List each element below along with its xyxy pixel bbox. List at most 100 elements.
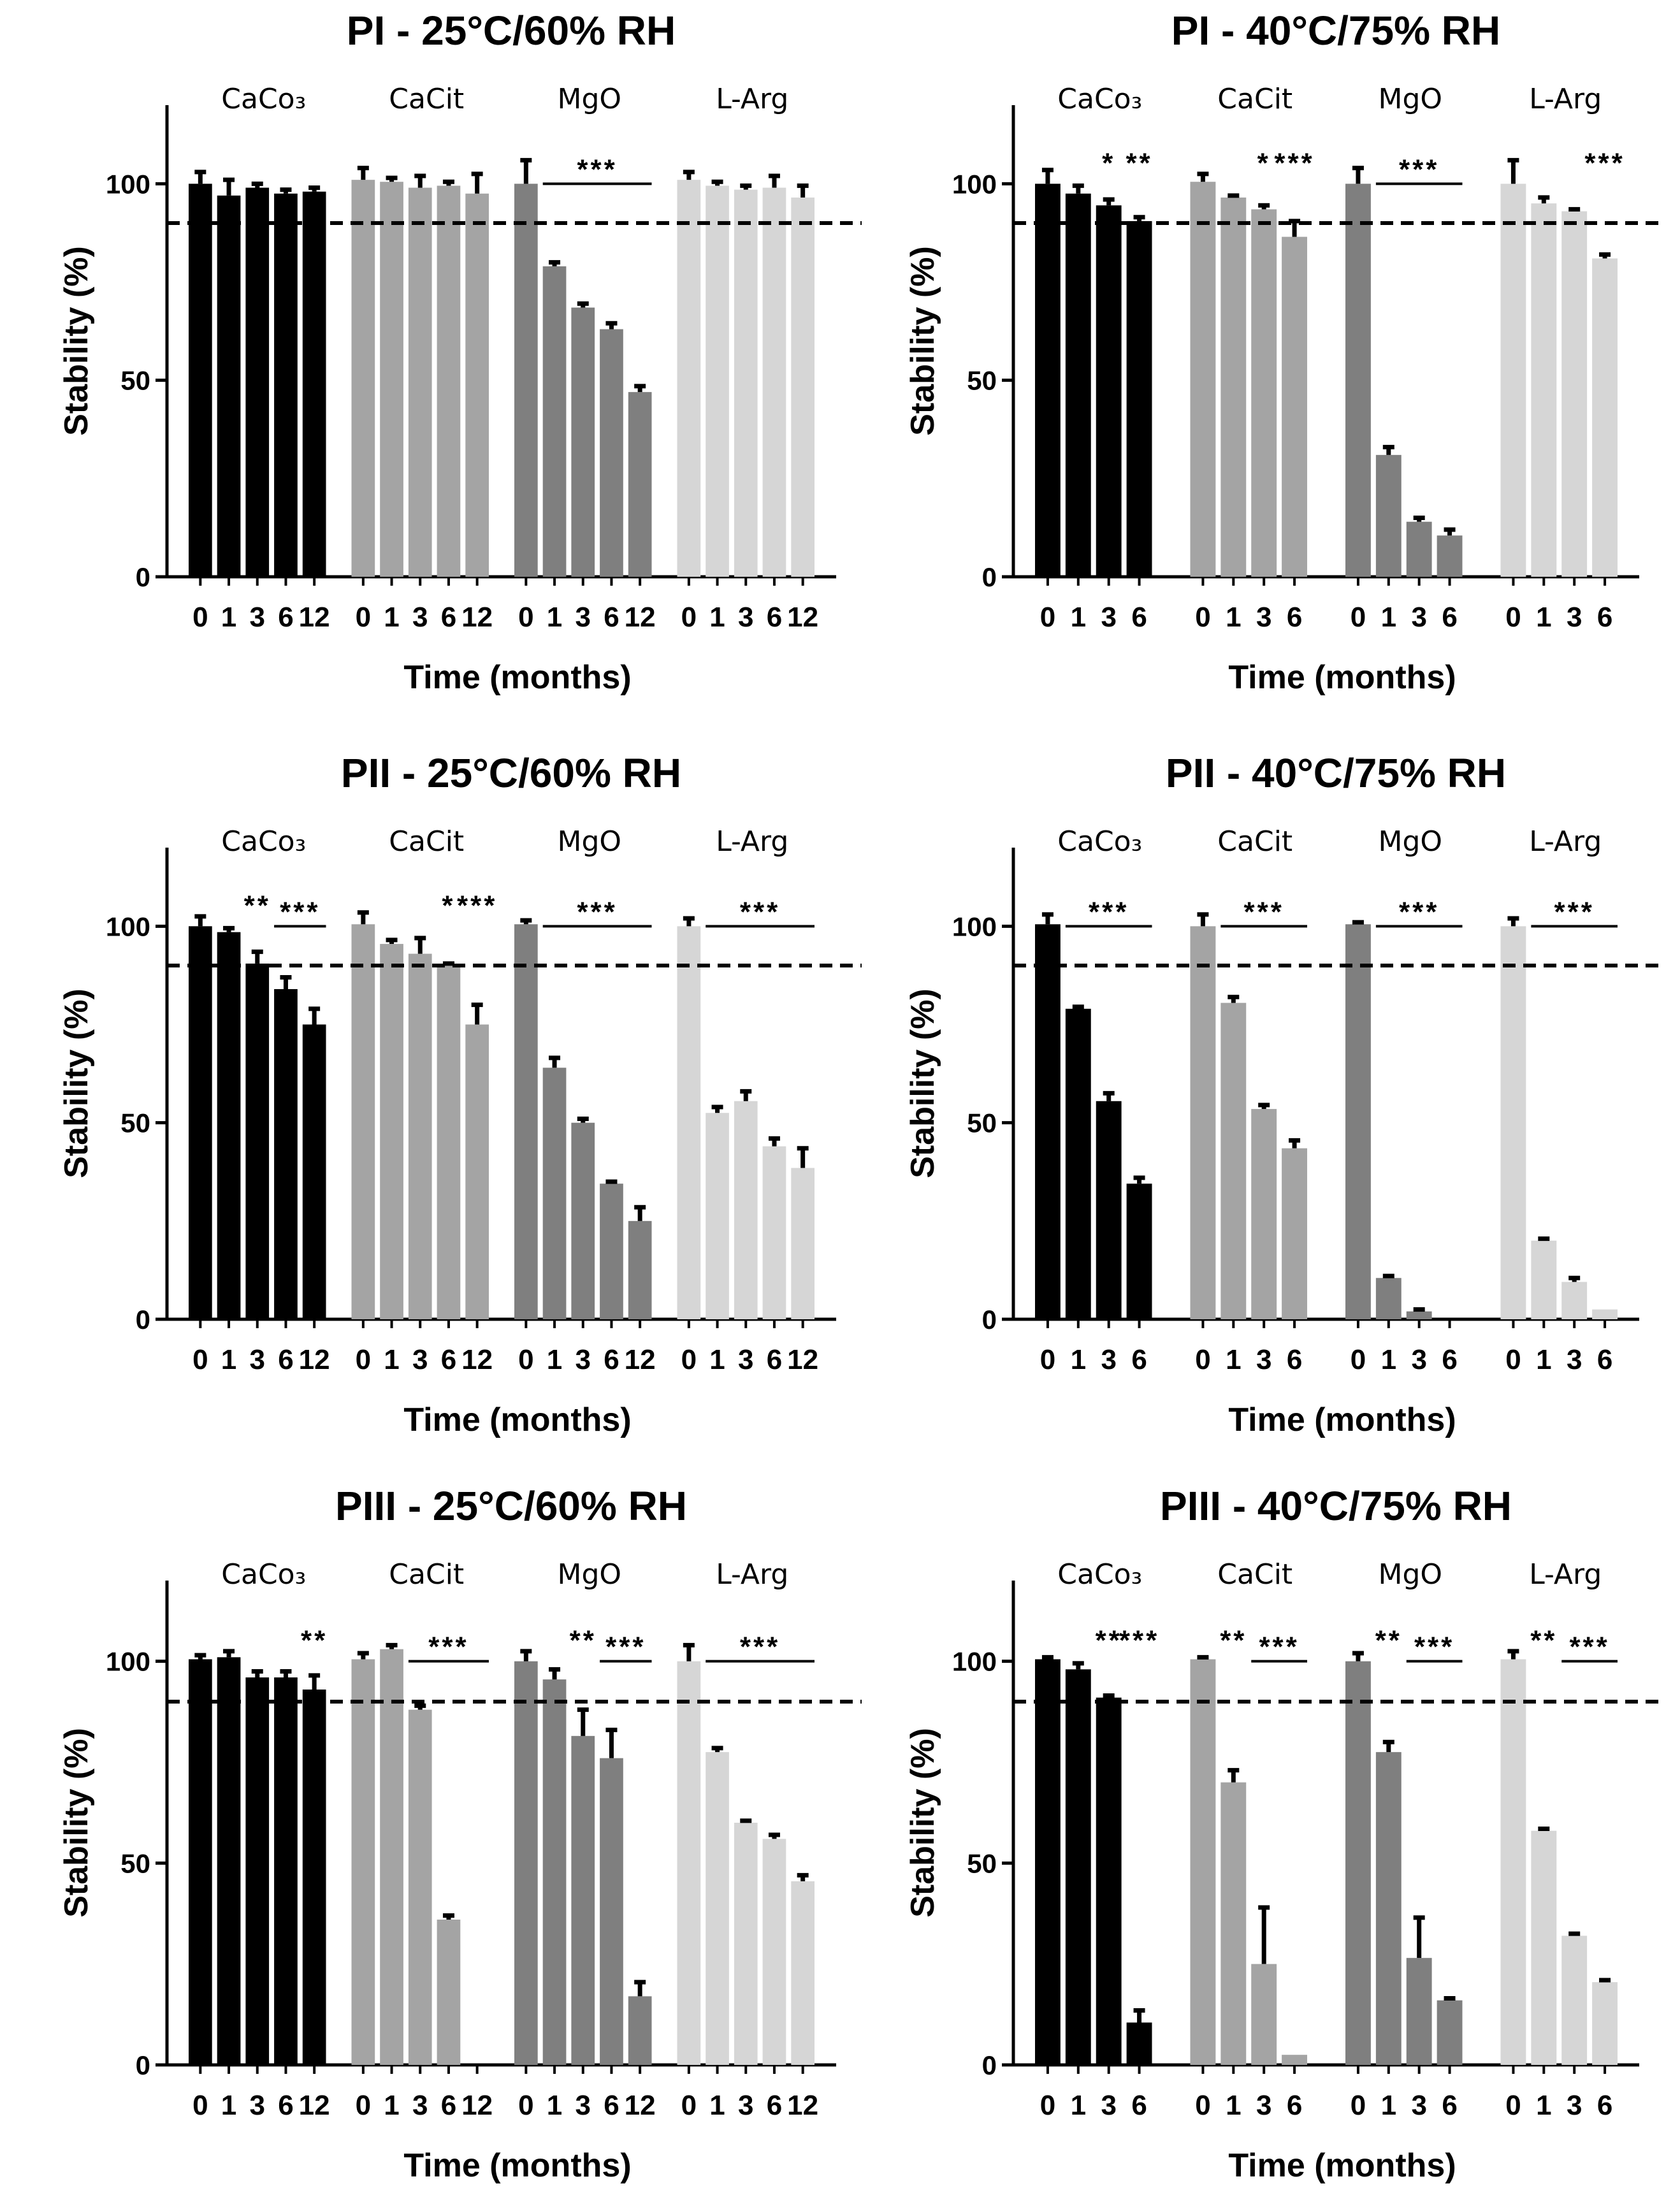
x-tick-label: 1: [1536, 602, 1551, 633]
x-tick-label: 3: [1101, 1344, 1116, 1375]
x-tick-label: 0: [1351, 2090, 1366, 2121]
group-label: CaCo₃: [221, 1558, 306, 1591]
significance-marker: ***: [740, 896, 780, 927]
bar: [408, 1709, 432, 2065]
x-axis-label: Time (months): [1228, 659, 1456, 696]
group-label: L-Arg: [1529, 83, 1602, 115]
x-tick-label: 0: [1505, 2090, 1521, 2121]
bar: [302, 1690, 326, 2065]
x-tick-label: 3: [738, 2090, 753, 2121]
bar: [1190, 182, 1216, 577]
group-label: L-Arg: [1529, 825, 1602, 858]
bar: [762, 187, 786, 577]
x-tick-label: 3: [738, 1344, 753, 1375]
significance-marker: ***: [577, 896, 617, 927]
bar: [245, 963, 270, 1319]
bar: [274, 1677, 298, 2065]
bar: [1126, 2022, 1152, 2065]
bar: [677, 926, 701, 1319]
x-tick-label: 12: [787, 1344, 818, 1375]
significance-marker: ***: [1584, 147, 1625, 178]
group-0: CaCo₃ 0 1 3 6 *****: [1035, 1558, 1159, 2121]
bar: [217, 1657, 241, 2065]
x-tick-label: 12: [625, 602, 656, 633]
x-tick-label: 6: [1131, 602, 1147, 633]
y-axis-label: Stability (%): [904, 1728, 941, 1918]
x-tick-label: 0: [518, 2090, 533, 2121]
x-tick-label: 0: [1195, 602, 1210, 633]
significance-marker: **: [1375, 1625, 1402, 1656]
group-2: MgO 0 1 3 6 12 ***: [514, 83, 656, 633]
bar: [1345, 184, 1371, 577]
group-label: MgO: [557, 825, 621, 858]
bar: [380, 182, 403, 577]
bar: [762, 1146, 786, 1319]
group-3: L-Arg 0 1 3 6 12 ***: [677, 825, 818, 1375]
group-label: CaCo₃: [221, 83, 306, 115]
bar: [1345, 1661, 1371, 2065]
bar: [1035, 1659, 1061, 2065]
x-tick-label: 6: [1442, 602, 1457, 633]
x-tick-label: 6: [1442, 1344, 1457, 1375]
group-label: CaCo₃: [1057, 825, 1142, 858]
y-axis-label: Stability (%): [904, 988, 941, 1178]
significance-marker: **: [1220, 1625, 1247, 1656]
group-label: CaCo₃: [1057, 1558, 1142, 1591]
x-tick-label: 1: [384, 2090, 399, 2121]
y-axis-label: Stability (%): [58, 246, 95, 436]
x-tick-label: 3: [1411, 1344, 1426, 1375]
group-label: MgO: [557, 1558, 621, 1591]
bar: [1531, 1240, 1557, 1319]
significance-marker: ***: [280, 896, 320, 927]
group-label: CaCo₃: [1057, 83, 1142, 115]
bar: [571, 1735, 595, 2065]
x-tick-label: 1: [1071, 602, 1086, 633]
bar: [628, 1996, 652, 2065]
bar: [408, 953, 432, 1319]
y-tick-label: 0: [982, 1305, 997, 1335]
bar: [1096, 205, 1122, 577]
panel-title: PII - 25°C/60% RH: [341, 750, 681, 796]
x-tick-label: 1: [547, 602, 562, 633]
significance-marker: ***: [1119, 1625, 1159, 1656]
x-tick-label: 3: [1256, 1344, 1271, 1375]
significance-marker: ***: [1089, 896, 1129, 927]
y-axis-label: Stability (%): [58, 1728, 95, 1918]
y-tick-label: 0: [982, 2050, 997, 2080]
bar: [1251, 1964, 1277, 2065]
group-0: CaCo₃ 0 1 3 6 12: [189, 83, 330, 633]
significance-marker: **: [570, 1625, 597, 1656]
bar: [189, 926, 212, 1319]
x-tick-label: 0: [356, 1344, 371, 1375]
bar: [351, 924, 375, 1319]
x-tick-label: 6: [278, 2090, 293, 2121]
x-tick-label: 3: [250, 2090, 265, 2121]
y-tick-label: 50: [967, 1848, 997, 1878]
bar: [1437, 535, 1463, 577]
bar: [1220, 197, 1247, 577]
bar: [734, 189, 758, 577]
x-tick-label: 0: [1505, 602, 1521, 633]
significance-marker: ***: [605, 1632, 646, 1663]
bar: [1561, 1936, 1588, 2065]
bar: [351, 180, 375, 577]
significance-marker: *: [1257, 147, 1271, 178]
significance-marker: ***: [740, 1632, 780, 1663]
bar: [1190, 926, 1216, 1319]
x-tick-label: 6: [441, 2090, 456, 2121]
x-tick-label: 1: [1226, 602, 1241, 633]
x-tick-label: 3: [1101, 2090, 1116, 2121]
bar: [677, 1661, 701, 2065]
x-tick-label: 6: [604, 602, 619, 633]
x-tick-label: 0: [192, 1344, 208, 1375]
group-3: L-Arg 0 1 3 6 ***: [1500, 825, 1618, 1375]
x-tick-label: 1: [384, 1344, 399, 1375]
group-label: L-Arg: [1529, 1558, 1602, 1591]
x-tick-label: 1: [547, 2090, 562, 2121]
bar: [274, 989, 298, 1319]
